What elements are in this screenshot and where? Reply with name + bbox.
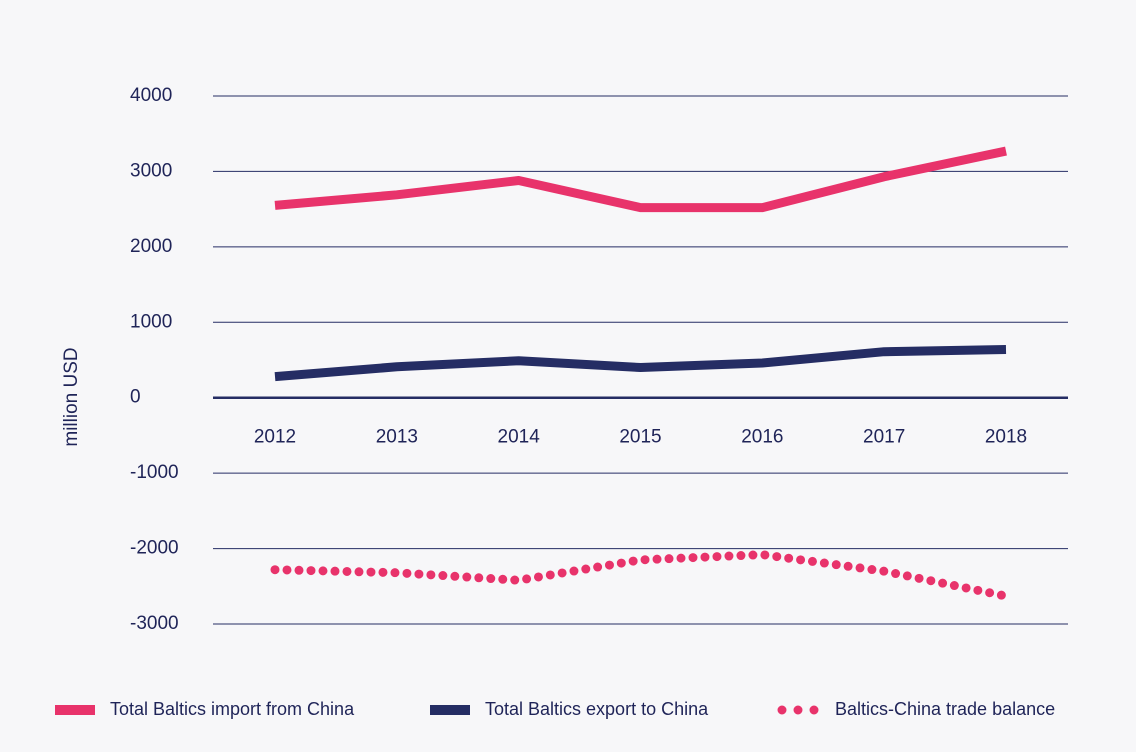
x-tick-label: 2012 <box>254 427 296 448</box>
x-tick-label: 2014 <box>498 427 541 448</box>
y-tick-label: 0 <box>130 387 141 408</box>
x-tick-label: 2017 <box>863 427 905 448</box>
legend-label: Total Baltics export to China <box>485 699 709 719</box>
y-tick-label: 3000 <box>130 160 172 181</box>
y-tick-label: -1000 <box>130 462 179 483</box>
y-tick-label: 2000 <box>130 236 172 257</box>
x-tick-label: 2018 <box>985 427 1027 448</box>
legend-label: Baltics-China trade balance <box>835 699 1055 719</box>
legend-swatch <box>55 705 95 715</box>
y-tick-label: 1000 <box>130 311 172 332</box>
y-tick-label: -2000 <box>130 538 179 559</box>
x-tick-label: 2016 <box>741 427 783 448</box>
legend-label: Total Baltics import from China <box>110 699 355 719</box>
legend-swatch <box>430 705 470 715</box>
series-line <box>274 344 1007 382</box>
y-tick-label: -3000 <box>130 613 179 634</box>
y-axis-label: million USD <box>61 347 82 446</box>
x-tick-label: 2015 <box>619 427 661 448</box>
series-line <box>270 550 1011 601</box>
y-tick-label: 4000 <box>130 85 172 106</box>
x-tick-label: 2013 <box>376 427 418 448</box>
series-line <box>274 146 1007 213</box>
